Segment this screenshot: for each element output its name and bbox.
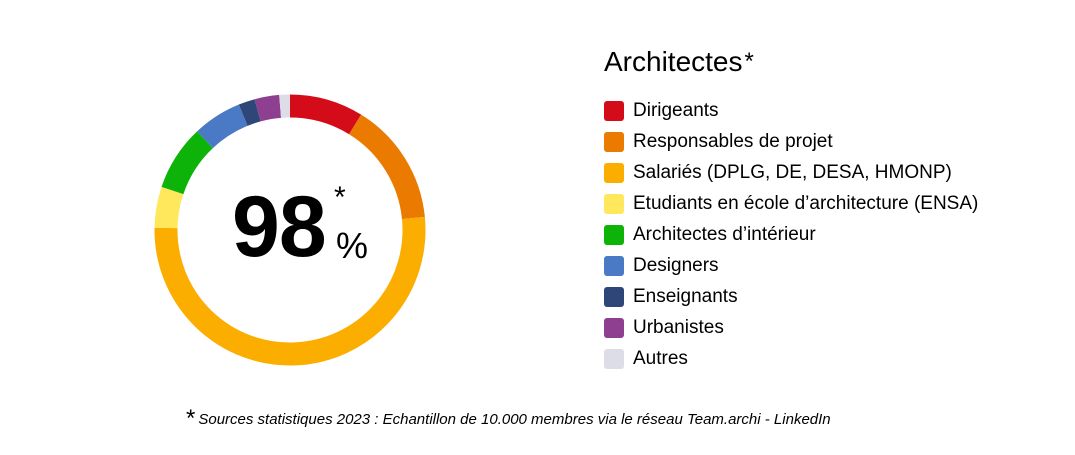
legend-label: Dirigeants: [633, 99, 719, 121]
legend-item: Responsables de projet: [604, 126, 978, 157]
legend-item: Enseignants: [604, 281, 978, 312]
legend-swatch: [604, 286, 624, 307]
donut-slice-8: [254, 94, 282, 122]
legend-title: Architectes*: [604, 48, 754, 76]
legend-label: Urbanistes: [633, 316, 724, 338]
legend-label: Autres: [633, 347, 688, 369]
legend-label: Salariés (DPLG, DE, DESA, HMONP): [633, 161, 952, 183]
footnote-asterisk: *: [186, 405, 196, 432]
legend-item: Dirigeants: [604, 95, 978, 126]
legend-item: Salariés (DPLG, DE, DESA, HMONP): [604, 157, 978, 188]
donut-slice-1: [289, 94, 362, 135]
chart-legend: Dirigeants Responsables de projet Salariés…: [604, 95, 978, 374]
source-footnote: * Sources statistiques 2023 : Echantillon…: [186, 403, 831, 432]
legend-item: Urbanistes: [604, 312, 978, 343]
center-percentage-value: 98: [232, 179, 327, 275]
legend-swatch: [604, 193, 624, 214]
legend-swatch: [604, 348, 624, 369]
donut-slice-5: [161, 131, 214, 195]
legend-label: Architectes d’intérieur: [633, 223, 816, 245]
legend-item: Architectes d’intérieur: [604, 219, 978, 250]
center-asterisk: *: [334, 181, 346, 214]
legend-swatch: [604, 131, 624, 152]
donut-slice-6: [197, 104, 248, 149]
donut-slice-4: [154, 186, 184, 229]
legend-item: Designers: [604, 250, 978, 281]
footnote-text: Sources statistiques 2023 : Echantillon …: [198, 411, 831, 428]
legend-swatch: [604, 162, 624, 183]
donut-slice-2: [348, 114, 425, 220]
legend-swatch: [604, 100, 624, 121]
legend-item: Autres: [604, 343, 978, 374]
legend-label: Enseignants: [633, 285, 738, 307]
legend-swatch: [604, 224, 624, 245]
legend-label: Responsables de projet: [633, 130, 833, 152]
donut-slice-7: [238, 99, 261, 126]
center-percent-sign: %: [336, 225, 369, 266]
legend-swatch: [604, 317, 624, 338]
legend-swatch: [604, 255, 624, 276]
legend-label: Etudiants en école d’architecture (ENSA): [633, 192, 979, 214]
legend-label: Designers: [633, 254, 719, 276]
legend-title-asterisk: *: [744, 48, 754, 75]
donut-chart: [154, 94, 426, 366]
legend-title-text: Architectes: [604, 46, 743, 77]
donut-slice-3: [154, 216, 426, 366]
legend-item: Etudiants en école d’architecture (ENSA): [604, 188, 978, 219]
